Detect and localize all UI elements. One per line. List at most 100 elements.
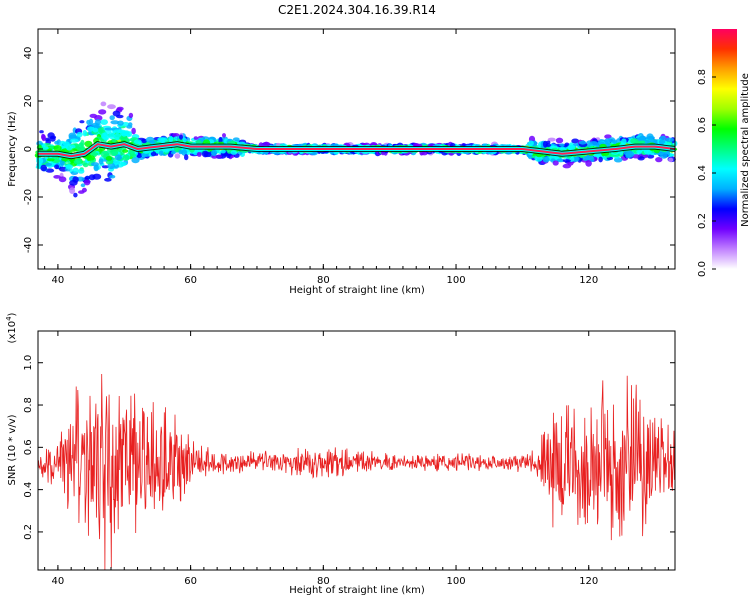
spectrogram-cell xyxy=(54,140,60,145)
spectrogram-xtick-label: 80 xyxy=(317,275,330,286)
spectrogram-cell xyxy=(639,140,646,144)
spectrogram-cell xyxy=(232,137,240,141)
spectrogram-cell xyxy=(575,156,580,161)
spectrogram-cell xyxy=(73,158,83,165)
spectrogram-cell xyxy=(625,151,635,158)
spectrogram-cell xyxy=(100,119,108,125)
spectrogram-cell xyxy=(203,151,212,158)
spectrogram-cell xyxy=(571,138,580,144)
spectrogram-ytick-label: -40 xyxy=(23,237,34,253)
spectrogram-cell xyxy=(636,150,642,154)
spectrogram-cell xyxy=(89,113,98,118)
spectrogram-heatmap xyxy=(34,101,678,198)
spectrogram-cell xyxy=(179,134,183,140)
spectrogram-cell xyxy=(70,144,76,149)
spectrogram-xtick-label: 40 xyxy=(52,275,65,286)
spectrogram-cell xyxy=(53,175,61,179)
spectrogram-cell xyxy=(196,151,202,157)
colorbar-tick-label: 0.2 xyxy=(697,213,708,229)
spectrogram-cell xyxy=(116,114,124,119)
spectrogram-xlabel: Height of straight line (km) xyxy=(289,285,425,296)
spectrogram-cell xyxy=(117,129,123,134)
spectrogram-cell xyxy=(78,142,84,148)
spectrogram-cell xyxy=(79,120,85,124)
spectrogram-cell xyxy=(578,140,587,145)
spectrogram-ytick-label: -20 xyxy=(23,189,34,205)
spectrogram-cell xyxy=(104,177,112,182)
snr-xlabel: Height of straight line (km) xyxy=(289,585,425,596)
spectrogram-cell xyxy=(45,168,55,173)
spectrogram-cell xyxy=(90,162,100,167)
spectrogram-cell xyxy=(89,152,99,156)
spectrogram-cell xyxy=(131,157,140,164)
spectrogram-cell xyxy=(92,173,102,180)
spectrogram-cell xyxy=(104,127,114,131)
colorbar-label: Normalized spectral amplitude xyxy=(740,73,750,227)
spectrogram-cell xyxy=(46,158,56,162)
spectrogram-ylabel: Frequency (Hz) xyxy=(7,111,18,187)
spectrogram-cell xyxy=(141,138,148,144)
colorbar-tick-label: 0.6 xyxy=(697,117,708,133)
spectrogram-cell xyxy=(39,130,44,134)
spectrogram-cell xyxy=(41,133,46,140)
spectrogram-cell xyxy=(77,168,85,174)
spectrogram-cell xyxy=(181,149,188,156)
spectrogram-cell xyxy=(604,134,612,139)
snr-panel: 40 60 80 100 120 0.2 0.4 0.6 0.8 1.0 Height of st… xyxy=(5,312,676,596)
spectrogram-cell xyxy=(158,150,164,156)
spectrogram-cell xyxy=(542,156,550,163)
snr-ytick-label: 0.8 xyxy=(23,397,34,413)
spectrogram-cell xyxy=(76,131,83,138)
spectrogram-cell xyxy=(111,138,117,143)
spectrogram-cell xyxy=(211,149,218,157)
spectrogram-cell xyxy=(72,167,79,173)
spectrogram-ridge xyxy=(38,143,676,158)
spectrogram-cell xyxy=(559,146,566,152)
spectrogram-cell xyxy=(82,162,89,168)
snr-xtick-label: 80 xyxy=(317,576,330,587)
spectrogram-cell xyxy=(65,164,73,170)
spectrogram-cell xyxy=(598,156,603,163)
spectrogram-cell xyxy=(98,158,104,165)
spectrogram-ytick-label: 20 xyxy=(23,95,34,108)
spectrogram-cell xyxy=(70,138,79,143)
spectrogram-cell xyxy=(217,155,222,158)
spectrogram-cell xyxy=(193,136,198,140)
spectrogram-ytick-label: 0 xyxy=(23,146,34,152)
spectrogram-cell xyxy=(547,137,556,142)
snr-frame xyxy=(37,330,676,571)
spectrogram-cell xyxy=(76,146,82,151)
spectrogram-cell xyxy=(559,143,565,147)
colorbar-tick-label: 0.8 xyxy=(697,69,708,85)
spectrogram-cell xyxy=(222,133,226,138)
spectrogram-cell xyxy=(528,140,534,146)
spectrogram-cell xyxy=(226,154,231,158)
spectrogram-ytick-label: 40 xyxy=(23,47,34,60)
spectrogram-cell xyxy=(665,137,674,142)
snr-multiplier: (x104) xyxy=(5,312,18,343)
spectrogram-cell xyxy=(101,132,107,140)
spectrogram-cell xyxy=(100,150,110,158)
spectrogram-cell xyxy=(589,141,599,146)
spectrogram-cell xyxy=(646,133,654,141)
spectrogram-ticks: 40 60 80 100 120 -40 -20 0 20 40 xyxy=(23,29,675,286)
spectrogram-xtick-label: 120 xyxy=(579,275,598,286)
spectrogram-cell xyxy=(100,101,107,107)
spectrogram-cell xyxy=(68,132,77,139)
spectrogram-cell xyxy=(276,142,281,146)
spectrogram-cell xyxy=(86,154,95,161)
spectrogram-cell xyxy=(78,190,85,194)
spectrogram-cell xyxy=(92,127,99,133)
spectrogram-cell xyxy=(54,158,60,163)
spectrogram-panel: 40 60 80 100 120 -40 -20 0 20 40 Height of straig… xyxy=(7,28,678,296)
spectrogram-cell xyxy=(542,140,548,148)
snr-ytick-label: 1.0 xyxy=(23,355,34,371)
spectrogram-cell xyxy=(668,157,674,163)
spectrogram-cell xyxy=(40,164,47,172)
spectrogram-cell xyxy=(184,154,189,161)
spectrogram-cell xyxy=(178,149,183,155)
spectrogram-cell xyxy=(585,160,592,167)
spectrogram-cell xyxy=(172,133,180,138)
spectrogram-cell xyxy=(94,119,101,126)
